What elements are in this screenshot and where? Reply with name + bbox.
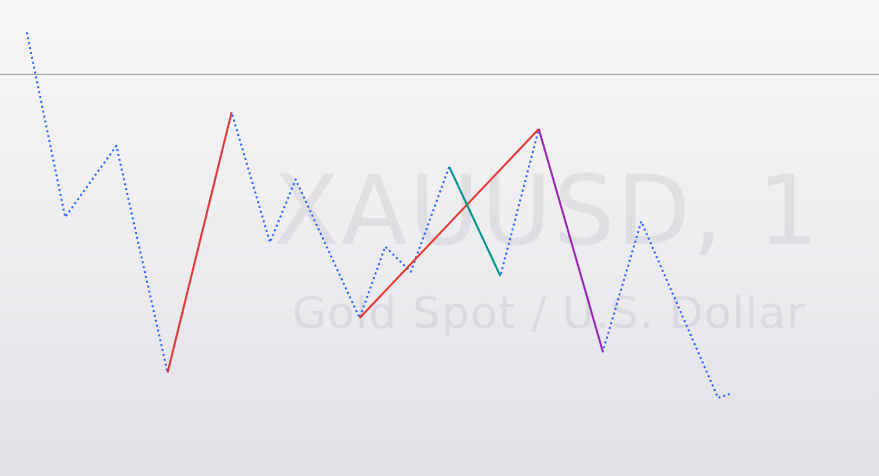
- wave-segment-4: [537, 128, 604, 352]
- wave-segment-3: [448, 166, 502, 277]
- zigzag-dotted-line: [25, 32, 732, 399]
- wave-segment-2: [358, 128, 540, 319]
- wave-segment-1: [166, 111, 233, 373]
